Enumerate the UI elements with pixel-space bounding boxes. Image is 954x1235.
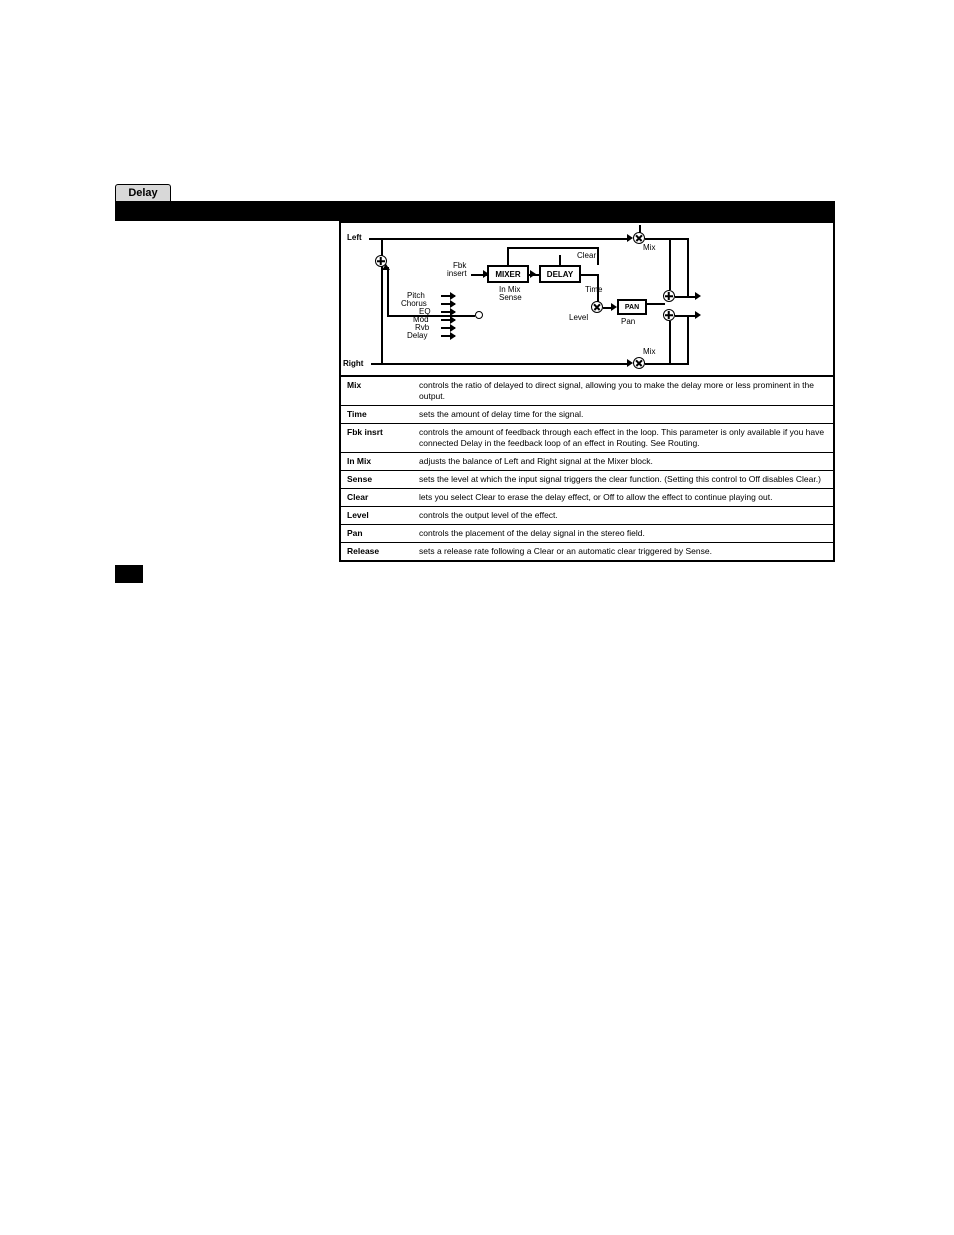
diagram-sense-label: Sense: [499, 293, 522, 302]
param-desc: lets you select Clear to erase the delay…: [413, 489, 833, 507]
page-number-box: [115, 565, 143, 583]
content-frame: Left Right Mix Mix MIXER: [339, 221, 835, 562]
table-row: Clear lets you select Clear to erase the…: [341, 489, 833, 507]
table-row: Time sets the amount of delay time for t…: [341, 406, 833, 424]
table-row: Fbk insrt controls the amount of feedbac…: [341, 424, 833, 453]
table-row: Mix controls the ratio of delayed to dir…: [341, 376, 833, 406]
diagram-mix-top-label: Mix: [643, 243, 655, 252]
param-desc: controls the placement of the delay sign…: [413, 525, 833, 543]
page-marker: [115, 565, 152, 585]
diagram-left-label: Left: [347, 233, 362, 242]
param-desc: controls the output level of the effect.: [413, 507, 833, 525]
pan-block: PAN: [617, 299, 647, 315]
diagram-pan-out-label: Pan: [621, 317, 635, 326]
param-desc: sets the amount of delay time for the si…: [413, 406, 833, 424]
table-row: Pan controls the placement of the delay …: [341, 525, 833, 543]
table-row: Sense sets the level at which the input …: [341, 471, 833, 489]
table-row: In Mix adjusts the balance of Left and R…: [341, 453, 833, 471]
signal-flow-diagram: Left Right Mix Mix MIXER: [341, 223, 833, 375]
diagram-src-delay: Delay: [407, 331, 427, 340]
param-name: Sense: [341, 471, 413, 489]
param-name: Fbk insrt: [341, 424, 413, 453]
table-row: Level controls the output level of the e…: [341, 507, 833, 525]
param-name: Clear: [341, 489, 413, 507]
param-desc: adjusts the balance of Left and Right si…: [413, 453, 833, 471]
diagram-time-label: Time: [585, 285, 602, 294]
param-name: In Mix: [341, 453, 413, 471]
delay-tab[interactable]: Delay: [115, 184, 171, 202]
param-name: Pan: [341, 525, 413, 543]
diagram-level-label: Level: [569, 313, 588, 322]
param-desc: sets a release rate following a Clear or…: [413, 543, 833, 561]
param-name: Release: [341, 543, 413, 561]
table-row: Release sets a release rate following a …: [341, 543, 833, 561]
param-name: Level: [341, 507, 413, 525]
diagram-insert-label: insert: [447, 269, 467, 278]
section-header-bar: [115, 201, 835, 221]
left-column: [115, 221, 330, 229]
param-name: Mix: [341, 376, 413, 406]
diagram-mix-bottom-label: Mix: [643, 347, 655, 356]
param-desc: controls the amount of feedback through …: [413, 424, 833, 453]
diagram-right-label: Right: [343, 359, 363, 368]
parameter-table: Mix controls the ratio of delayed to dir…: [341, 375, 833, 560]
param-desc: sets the level at which the input signal…: [413, 471, 833, 489]
param-name: Time: [341, 406, 413, 424]
param-desc: controls the ratio of delayed to direct …: [413, 376, 833, 406]
diagram-clear-label: Clear: [577, 251, 596, 260]
mixer-block: MIXER: [487, 265, 529, 283]
delay-block: DELAY: [539, 265, 581, 283]
